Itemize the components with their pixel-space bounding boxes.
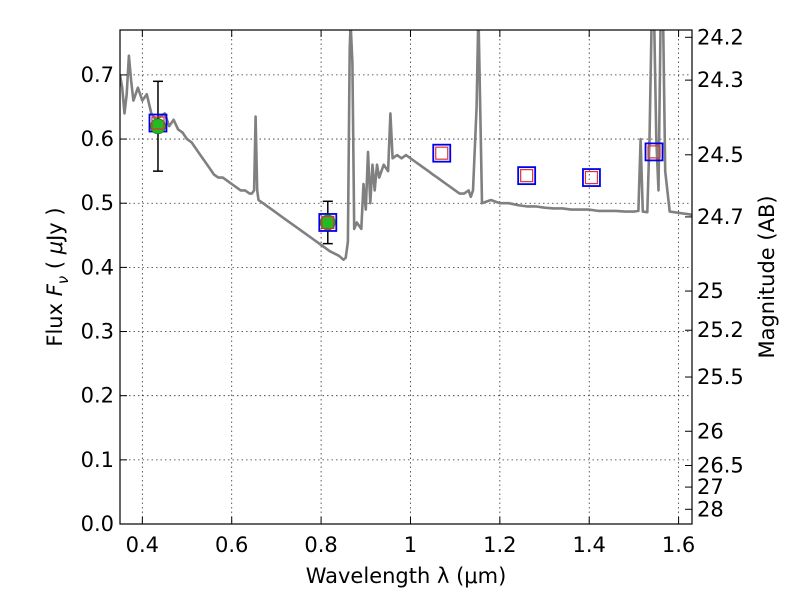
magnitude-tick-label: 26.5 bbox=[697, 453, 744, 477]
x-tick-label: 1.4 bbox=[573, 533, 606, 557]
observed-point bbox=[319, 214, 336, 231]
magnitude-tick-label: 24.7 bbox=[697, 205, 744, 229]
y-tick-label: 0.0 bbox=[81, 512, 114, 536]
y-tick-label: 0.7 bbox=[81, 63, 114, 87]
axes-frame bbox=[119, 29, 693, 525]
magnitude-tick-label: 24.2 bbox=[697, 25, 744, 49]
magnitude-tick-label: 25 bbox=[697, 279, 724, 303]
model-point-inner-square bbox=[647, 145, 661, 159]
model-point-outer-square bbox=[644, 142, 664, 162]
magnitude-tick-label: 27 bbox=[697, 475, 724, 499]
y-axis-label-unit: Jy ) bbox=[43, 207, 67, 243]
y-axis-label: Flux Fν ( μJy ) bbox=[43, 207, 72, 346]
magnitude-axis-label: Magnitude (AB) bbox=[755, 195, 779, 358]
x-tick-label: 0.4 bbox=[126, 533, 159, 557]
y-tick-label: 0.6 bbox=[81, 127, 114, 151]
model-point-inner-square bbox=[584, 170, 599, 185]
magnitude-tick-label: 25.2 bbox=[697, 318, 744, 342]
x-axis-label: Wavelength λ (μm) bbox=[306, 564, 507, 588]
x-tick-label: 0.8 bbox=[304, 533, 337, 557]
model-point-inner-square bbox=[321, 215, 335, 230]
y-tick-label: 0.3 bbox=[81, 320, 114, 344]
magnitude-tick-label: 28 bbox=[697, 497, 724, 521]
x-tick-label: 1 bbox=[404, 533, 417, 557]
y-tick-label: 0.5 bbox=[81, 191, 114, 215]
sed-line-group bbox=[120, 30, 692, 261]
x-tick-label: 1.6 bbox=[662, 533, 695, 557]
y-axis-label-prefix: Flux bbox=[43, 296, 67, 346]
sed-model-line bbox=[120, 30, 692, 261]
y-axis-label-variable: F bbox=[43, 283, 67, 296]
y-axis-label-subscript: ν bbox=[54, 276, 72, 284]
tick-labels: 0.4 0.6 0.8 1 1.2 1.4 1.6 0.0 0.1 0.2 0.3 0.4 0.5 0.6… bbox=[81, 25, 744, 557]
magnitude-tick-label: 25.5 bbox=[697, 365, 744, 389]
y-axis-label-middle: ( bbox=[43, 254, 67, 276]
ticks bbox=[120, 30, 692, 525]
observed-point bbox=[150, 118, 166, 135]
magnitude-tick-label: 24.3 bbox=[697, 68, 744, 92]
magnitude-tick-label: 26 bbox=[697, 419, 724, 443]
model-point-outer-square bbox=[517, 166, 537, 186]
y-tick-label: 0.4 bbox=[81, 255, 114, 279]
y-tick-label: 0.1 bbox=[81, 448, 114, 472]
y-tick-label: 0.2 bbox=[81, 384, 114, 408]
model-point-inner-square bbox=[520, 169, 534, 183]
model-point-outer-square bbox=[582, 168, 601, 187]
x-tick-label: 0.6 bbox=[215, 533, 248, 557]
y-axis-label-mu: μ bbox=[43, 241, 67, 255]
model-point-inner-square bbox=[435, 146, 449, 160]
model-point-inner-square bbox=[151, 116, 165, 130]
x-tick-label: 1.2 bbox=[483, 533, 516, 557]
model-point-outer-square bbox=[432, 143, 452, 163]
marker-group bbox=[148, 80, 664, 245]
grid bbox=[120, 30, 692, 525]
magnitude-tick-label: 24.5 bbox=[697, 143, 744, 167]
model-point-outer-square bbox=[318, 213, 338, 232]
